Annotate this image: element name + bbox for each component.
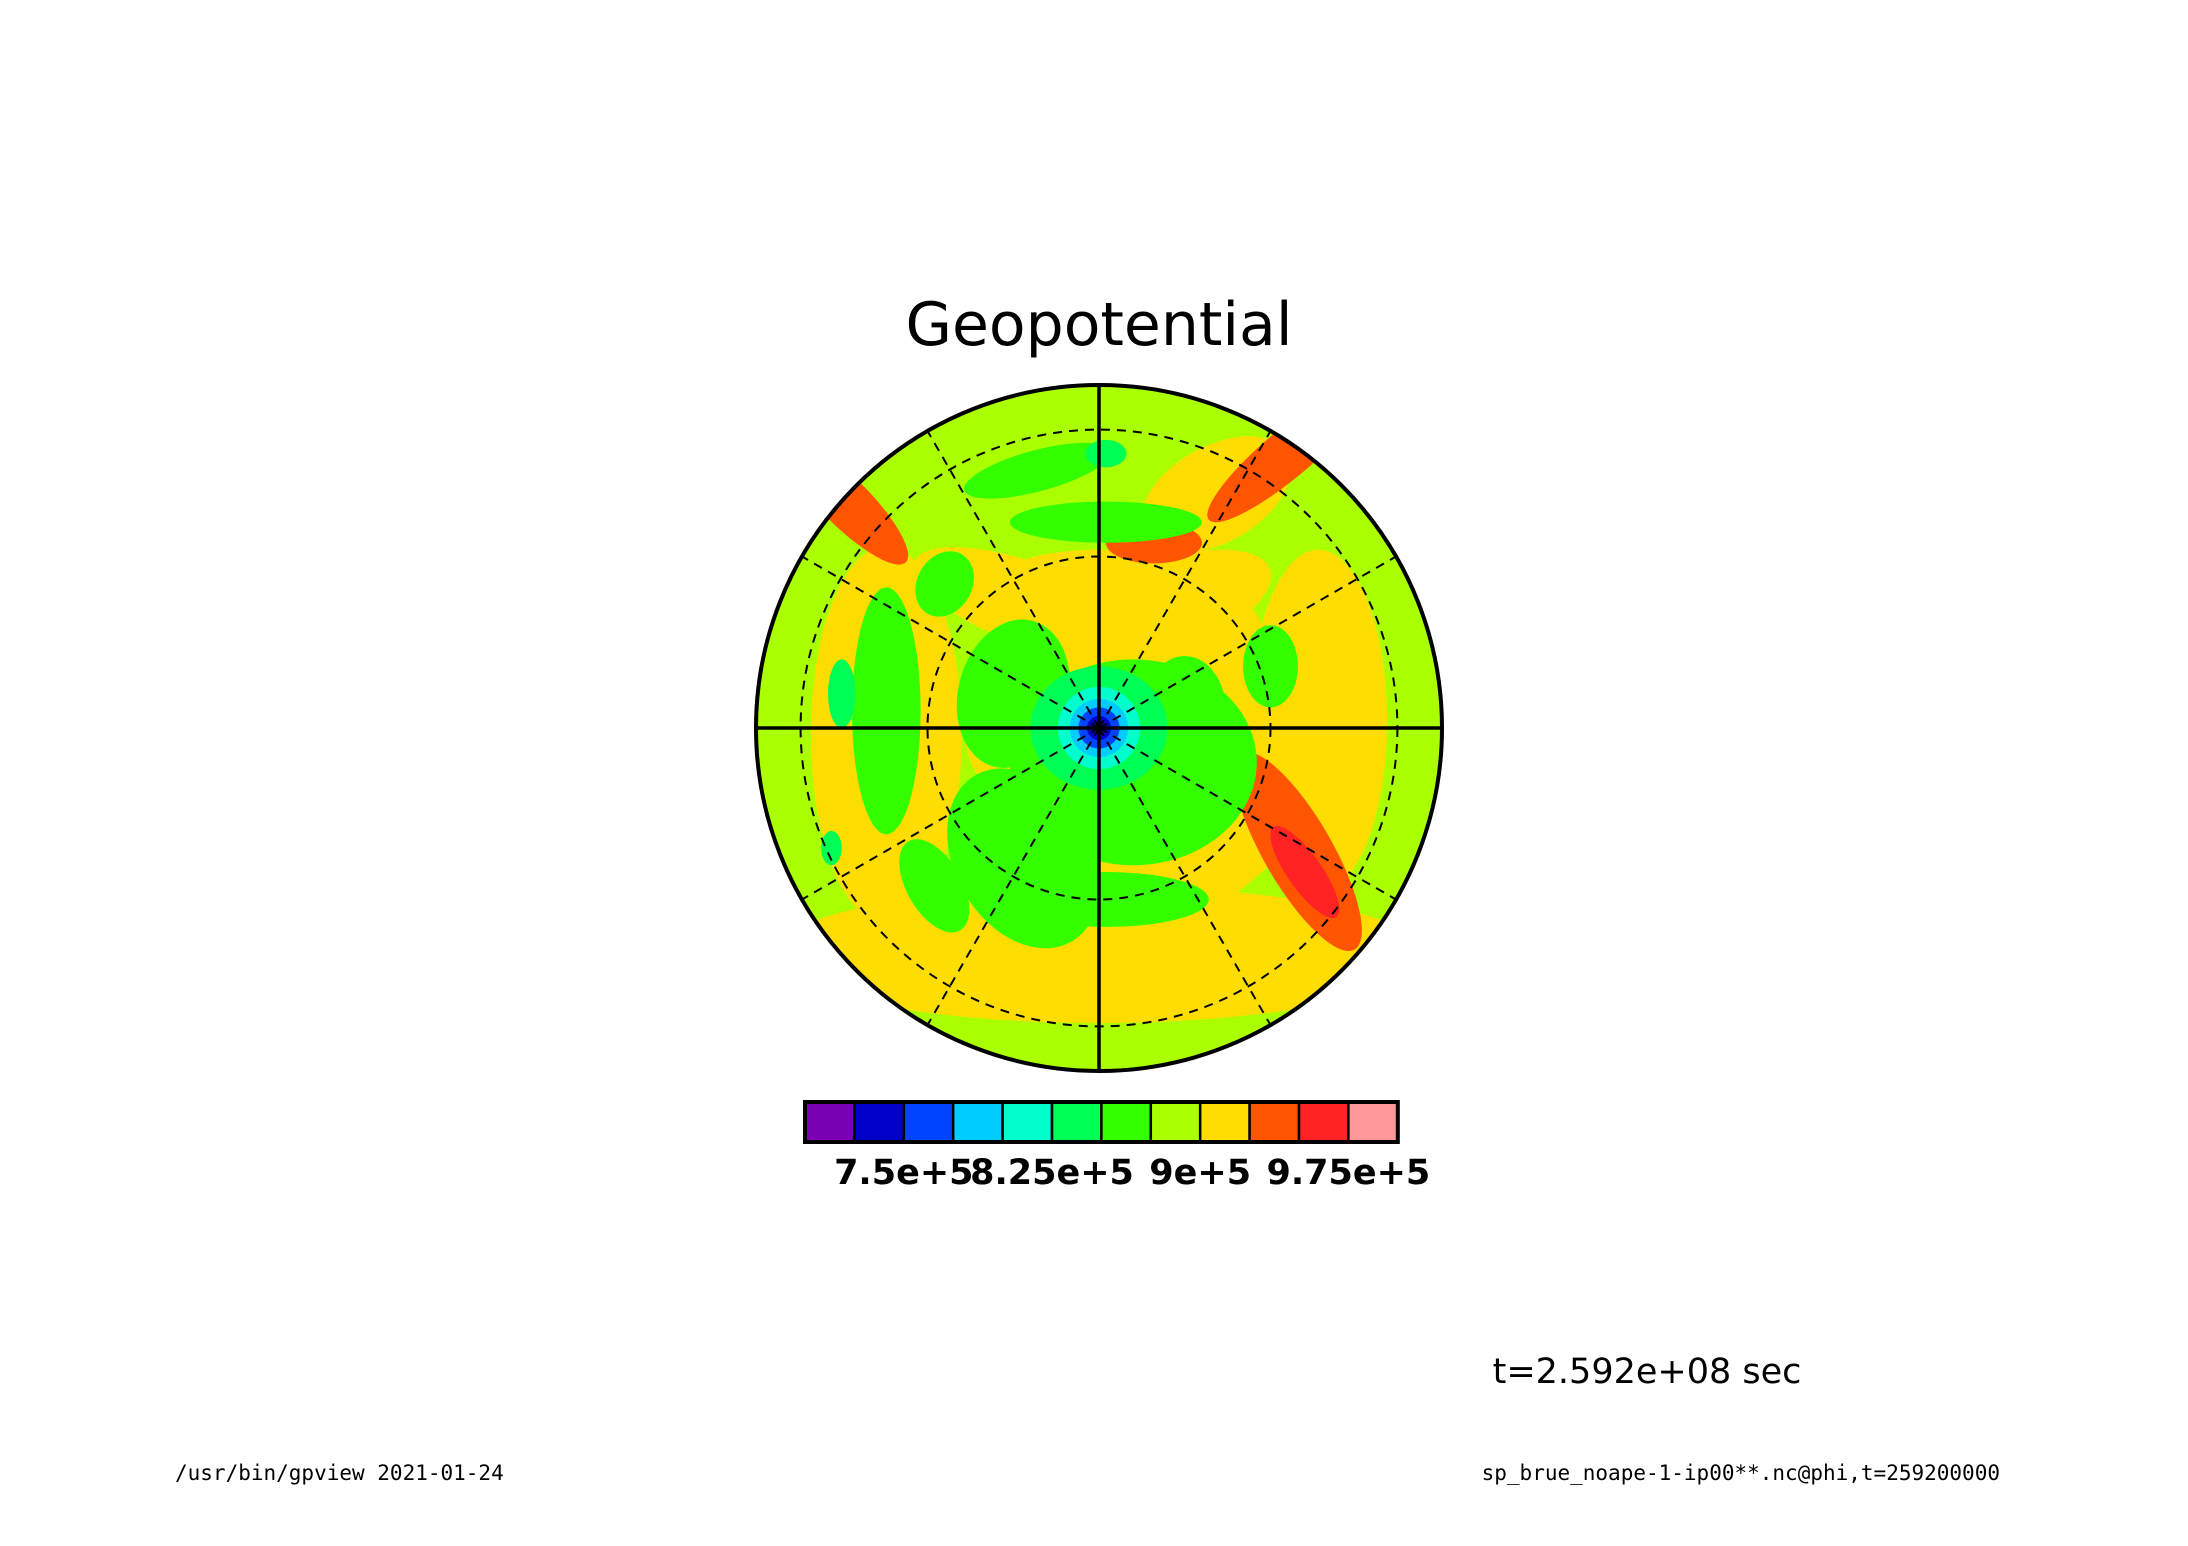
- colorbar-swatch-10: [1297, 1100, 1350, 1144]
- colorbar-swatch-5: [1050, 1100, 1103, 1144]
- colorbar-swatch-1: [853, 1100, 906, 1144]
- colorbar-swatch-6: [1100, 1100, 1153, 1144]
- time-label: t=2.592e+08 sec: [1493, 1352, 1802, 1392]
- field-blob-4-10: [915, 551, 974, 617]
- colorbar: 7.5e+58.25e+5 9e+5 9.75e+5: [803, 1100, 1431, 1193]
- polar-plot: [754, 383, 1444, 1073]
- colorbar-swatch-11: [1347, 1100, 1400, 1144]
- chart-title: Geopotential: [905, 290, 1292, 360]
- colorbar-tick-label-0: 7.5e+5: [834, 1153, 973, 1193]
- colorbar-tick-label-1: 8.25e+5: [970, 1153, 1134, 1193]
- footer-right: sp_brue_noape-1-ip00**.nc@phi,t=25920000…: [1482, 1461, 2000, 1485]
- colorbar-swatch-4: [1001, 1100, 1054, 1144]
- colorbar-swatch-2: [902, 1100, 955, 1144]
- colorbar-swatch-8: [1198, 1100, 1251, 1144]
- field-blob-4-8: [899, 839, 970, 933]
- colorbar-tick-label-3: 9.75e+5: [1267, 1153, 1431, 1193]
- plot-outline: [754, 383, 1444, 1073]
- field-blob-5-1: [828, 659, 856, 728]
- field-blob-5-3: [1085, 439, 1127, 468]
- field-blob-4-6: [964, 442, 1111, 499]
- colorbar-swatch-7: [1149, 1100, 1202, 1144]
- footer-left: /usr/bin/gpview 2021-01-24: [175, 1461, 504, 1485]
- colorbar-swatch-0: [803, 1100, 856, 1144]
- field-blob-4-9: [1243, 625, 1298, 708]
- geopotential-field: [756, 385, 1442, 1071]
- colorbar-tick-label-2: 9e+5: [1149, 1153, 1251, 1193]
- field-blob-4-5: [1009, 501, 1202, 543]
- field-blob-3-0: [1270, 826, 1340, 919]
- colorbar-swatch-9: [1248, 1100, 1301, 1144]
- polar-axes: [754, 383, 1444, 1073]
- field-level-6: [1270, 826, 1340, 919]
- colorbar-frame: [803, 1100, 1400, 1144]
- field-blob-4-7: [852, 587, 921, 835]
- colorbar-swatch-3: [951, 1100, 1004, 1144]
- field-blob-5-2: [821, 830, 842, 866]
